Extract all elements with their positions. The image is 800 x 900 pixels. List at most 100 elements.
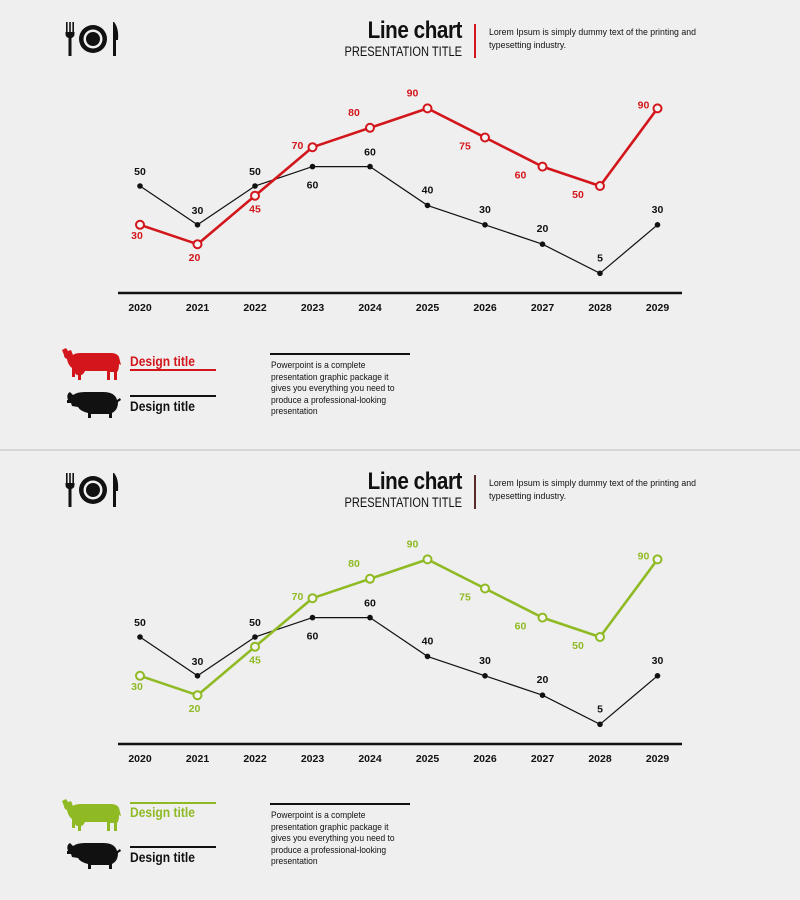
data-point-primary bbox=[135, 670, 145, 681]
data-point-primary bbox=[595, 632, 605, 642]
data-label-secondary: 40 bbox=[422, 184, 434, 196]
data-label-primary: 45 bbox=[249, 204, 261, 216]
data-point-primary bbox=[250, 641, 260, 652]
series-line-secondary bbox=[139, 166, 658, 275]
data-label-primary: 70 bbox=[292, 140, 304, 152]
data-point-primary bbox=[365, 573, 375, 584]
presentation-subtitle: PRESENTATION TITLE bbox=[344, 44, 462, 59]
data-label-secondary: 40 bbox=[422, 635, 434, 647]
data-label-secondary: 30 bbox=[652, 655, 664, 667]
data-point-secondary bbox=[137, 183, 143, 189]
header-description: Lorem Ipsum is simply dummy text of the … bbox=[489, 478, 696, 502]
data-point-secondary bbox=[424, 202, 431, 209]
data-label-secondary: 60 bbox=[307, 180, 319, 192]
x-tick-label: 2025 bbox=[416, 302, 440, 314]
data-label-primary: 90 bbox=[407, 538, 419, 550]
data-label-primary: 80 bbox=[348, 558, 360, 570]
data-label-primary: 20 bbox=[189, 703, 201, 715]
legend-underline-2 bbox=[130, 395, 216, 397]
data-point-secondary bbox=[482, 673, 488, 679]
title-divider bbox=[474, 24, 476, 58]
data-label-secondary: 5 bbox=[597, 703, 603, 715]
legend-item-cow: Design title bbox=[60, 344, 220, 384]
data-point-primary bbox=[192, 239, 203, 250]
pig-icon bbox=[67, 843, 121, 869]
data-point-primary bbox=[422, 103, 433, 114]
data-label-primary: 45 bbox=[249, 655, 261, 667]
data-label-secondary: 60 bbox=[364, 598, 376, 610]
x-tick-label: 2021 bbox=[186, 753, 210, 765]
data-label-secondary: 50 bbox=[249, 617, 261, 629]
data-point-primary bbox=[480, 583, 490, 594]
presentation-subtitle: PRESENTATION TITLE bbox=[344, 495, 462, 510]
x-tick-label: 2022 bbox=[243, 302, 267, 314]
data-point-secondary bbox=[252, 634, 258, 640]
legend-label-1: Design title bbox=[130, 353, 195, 369]
legend-underline-2 bbox=[130, 846, 216, 848]
x-tick-label: 2026 bbox=[473, 753, 497, 765]
data-point-primary bbox=[307, 142, 318, 153]
data-label-primary: 90 bbox=[638, 99, 650, 111]
data-point-primary bbox=[307, 593, 318, 604]
x-tick-label: 2024 bbox=[358, 753, 382, 765]
data-label-primary: 60 bbox=[515, 170, 527, 182]
legend-item-pig: Design title bbox=[60, 386, 220, 426]
data-point-secondary bbox=[424, 653, 431, 660]
data-label-secondary: 30 bbox=[192, 656, 204, 668]
data-label-secondary: 50 bbox=[134, 166, 146, 178]
data-label-primary: 80 bbox=[348, 107, 360, 119]
x-tick-label: 2029 bbox=[646, 302, 670, 314]
cow-icon bbox=[62, 348, 121, 380]
x-tick-label: 2025 bbox=[416, 753, 440, 765]
x-tick-label: 2028 bbox=[588, 302, 612, 314]
data-point-primary bbox=[537, 161, 548, 172]
data-label-primary: 50 bbox=[572, 640, 584, 652]
data-point-secondary bbox=[367, 163, 373, 170]
legend-label-2: Design title bbox=[130, 398, 195, 414]
legend-label-2: Design title bbox=[130, 849, 195, 865]
data-point-secondary bbox=[309, 614, 316, 621]
data-label-primary: 90 bbox=[407, 87, 419, 99]
data-label-primary: 60 bbox=[515, 621, 527, 633]
data-label-primary: 70 bbox=[292, 591, 304, 603]
data-point-secondary bbox=[137, 634, 143, 640]
data-point-primary bbox=[480, 132, 490, 143]
x-tick-label: 2022 bbox=[243, 753, 267, 765]
data-point-secondary bbox=[194, 673, 201, 679]
data-label-primary: 75 bbox=[459, 592, 471, 604]
chart-title: Line chart bbox=[367, 17, 463, 44]
legend-item-cow: Design title bbox=[60, 795, 220, 835]
data-label-secondary: 30 bbox=[479, 204, 491, 216]
x-tick-label: 2027 bbox=[531, 302, 555, 314]
data-label-secondary: 50 bbox=[249, 166, 261, 178]
data-point-secondary bbox=[194, 222, 201, 228]
series-line-secondary bbox=[139, 617, 658, 726]
data-point-primary bbox=[135, 219, 145, 230]
cutlery-icon bbox=[65, 473, 119, 507]
title-block: Line chart PRESENTATION TITLE bbox=[300, 469, 463, 511]
data-point-secondary bbox=[309, 163, 316, 170]
description-text: Powerpoint is a complete presentation gr… bbox=[271, 810, 395, 866]
title-divider bbox=[474, 475, 476, 509]
x-tick-label: 2020 bbox=[128, 302, 152, 314]
data-label-secondary: 30 bbox=[652, 204, 664, 216]
data-label-primary: 75 bbox=[459, 141, 471, 153]
pig-icon bbox=[67, 392, 121, 418]
data-label-secondary: 20 bbox=[537, 674, 549, 686]
data-point-secondary bbox=[597, 721, 603, 728]
x-tick-label: 2027 bbox=[531, 753, 555, 765]
data-label-secondary: 60 bbox=[364, 147, 376, 159]
data-label-primary: 30 bbox=[131, 681, 143, 693]
data-point-primary bbox=[250, 190, 260, 201]
data-point-secondary bbox=[539, 241, 546, 247]
x-tick-label: 2028 bbox=[588, 753, 612, 765]
data-point-primary bbox=[652, 103, 663, 114]
header-description: Lorem Ipsum is simply dummy text of the … bbox=[489, 27, 696, 51]
data-point-secondary bbox=[597, 270, 603, 277]
data-point-secondary bbox=[367, 614, 373, 621]
data-label-primary: 20 bbox=[189, 252, 201, 264]
slide-divider bbox=[0, 449, 800, 451]
line-chart-2: 2020 2021 2022 2023 2024 2025 2026 2027 2028 2029… bbox=[118, 538, 682, 765]
data-point-primary bbox=[537, 612, 548, 623]
legend-item-pig: Design title bbox=[60, 837, 220, 877]
